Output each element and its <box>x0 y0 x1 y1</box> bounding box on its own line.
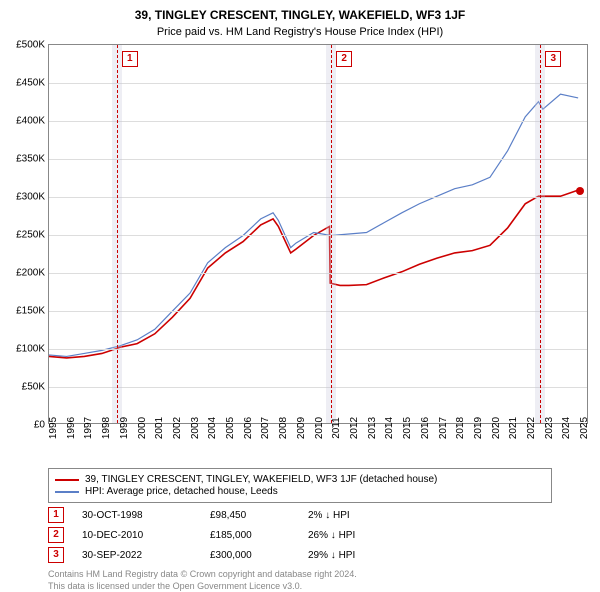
y-tick-label: £0 <box>34 420 45 431</box>
x-tick-label: 1998 <box>101 417 112 439</box>
x-tick-label: 2000 <box>137 417 148 439</box>
x-tick-label: 2013 <box>367 417 378 439</box>
event-row: 3 30-SEP-2022 £300,000 29% ↓ HPI <box>48 547 552 563</box>
x-tick-label: 2016 <box>420 417 431 439</box>
x-tick-label: 2020 <box>491 417 502 439</box>
x-tick-label: 1999 <box>119 417 130 439</box>
series-property <box>49 190 578 358</box>
x-tick-label: 2025 <box>579 417 590 439</box>
event-table: 1 30-OCT-1998 £98,450 2% ↓ HPI 2 10-DEC-2010 £… <box>48 507 552 563</box>
footer-attribution: Contains HM Land Registry data © Crown c… <box>48 569 552 592</box>
legend-item: 39, TINGLEY CRESCENT, TINGLEY, WAKEFIELD… <box>55 474 545 485</box>
chart-title: 39, TINGLEY CRESCENT, TINGLEY, WAKEFIELD… <box>0 0 600 22</box>
x-tick-label: 1996 <box>66 417 77 439</box>
legend-swatch <box>55 491 79 493</box>
footer-line: Contains HM Land Registry data © Crown c… <box>48 569 552 581</box>
x-tick-label: 2004 <box>207 417 218 439</box>
x-tick-label: 2002 <box>172 417 183 439</box>
event-delta: 26% ↓ HPI <box>308 530 398 541</box>
event-price: £98,450 <box>210 510 290 521</box>
y-tick-label: £200K <box>16 268 45 279</box>
event-delta: 2% ↓ HPI <box>308 510 398 521</box>
chart-subtitle: Price paid vs. HM Land Registry's House … <box>0 22 600 44</box>
footer-line: This data is licensed under the Open Gov… <box>48 581 552 592</box>
event-row: 1 30-OCT-1998 £98,450 2% ↓ HPI <box>48 507 552 523</box>
x-tick-label: 2021 <box>508 417 519 439</box>
x-tick-label: 1995 <box>48 417 59 439</box>
event-marker: 2 <box>336 51 352 67</box>
x-tick-label: 2017 <box>438 417 449 439</box>
x-tick-label: 2012 <box>349 417 360 439</box>
line-layer <box>49 45 587 423</box>
x-tick-label: 2001 <box>154 417 165 439</box>
y-tick-label: £50K <box>22 382 45 393</box>
x-tick-label: 2010 <box>314 417 325 439</box>
event-number: 1 <box>48 507 64 523</box>
x-axis-labels: 1995199619971998199920002001200220032004… <box>48 424 588 460</box>
event-date: 30-OCT-1998 <box>82 510 192 521</box>
event-number: 2 <box>48 527 64 543</box>
x-tick-label: 2009 <box>296 417 307 439</box>
y-tick-label: £100K <box>16 344 45 355</box>
event-delta: 29% ↓ HPI <box>308 550 398 561</box>
event-marker: 1 <box>122 51 138 67</box>
chart-container: 39, TINGLEY CRESCENT, TINGLEY, WAKEFIELD… <box>0 0 600 590</box>
x-tick-label: 2007 <box>260 417 271 439</box>
y-tick-label: £400K <box>16 116 45 127</box>
x-tick-label: 2015 <box>402 417 413 439</box>
event-date: 10-DEC-2010 <box>82 530 192 541</box>
event-price: £185,000 <box>210 530 290 541</box>
event-date: 30-SEP-2022 <box>82 550 192 561</box>
x-tick-label: 2011 <box>331 417 342 439</box>
series-end-dot <box>576 187 584 195</box>
x-tick-label: 2019 <box>473 417 484 439</box>
legend-swatch <box>55 479 79 481</box>
x-tick-label: 2014 <box>384 417 395 439</box>
legend-label: HPI: Average price, detached house, Leed… <box>85 486 278 497</box>
plot-area: £0£50K£100K£150K£200K£250K£300K£350K£400… <box>48 44 588 424</box>
y-tick-label: £500K <box>16 40 45 51</box>
x-tick-label: 2006 <box>243 417 254 439</box>
x-tick-label: 2023 <box>544 417 555 439</box>
x-tick-label: 2008 <box>278 417 289 439</box>
y-tick-label: £450K <box>16 78 45 89</box>
x-tick-label: 2005 <box>225 417 236 439</box>
series-hpi <box>49 94 578 356</box>
y-tick-label: £150K <box>16 306 45 317</box>
y-tick-label: £300K <box>16 192 45 203</box>
event-marker: 3 <box>545 51 561 67</box>
legend-item: HPI: Average price, detached house, Leed… <box>55 486 545 497</box>
event-row: 2 10-DEC-2010 £185,000 26% ↓ HPI <box>48 527 552 543</box>
x-tick-label: 2022 <box>526 417 537 439</box>
event-price: £300,000 <box>210 550 290 561</box>
x-tick-label: 2024 <box>561 417 572 439</box>
x-tick-label: 2003 <box>190 417 201 439</box>
legend: 39, TINGLEY CRESCENT, TINGLEY, WAKEFIELD… <box>48 468 552 503</box>
y-tick-label: £250K <box>16 230 45 241</box>
x-tick-label: 1997 <box>83 417 94 439</box>
x-tick-label: 2018 <box>455 417 466 439</box>
y-tick-label: £350K <box>16 154 45 165</box>
legend-label: 39, TINGLEY CRESCENT, TINGLEY, WAKEFIELD… <box>85 474 437 485</box>
event-number: 3 <box>48 547 64 563</box>
